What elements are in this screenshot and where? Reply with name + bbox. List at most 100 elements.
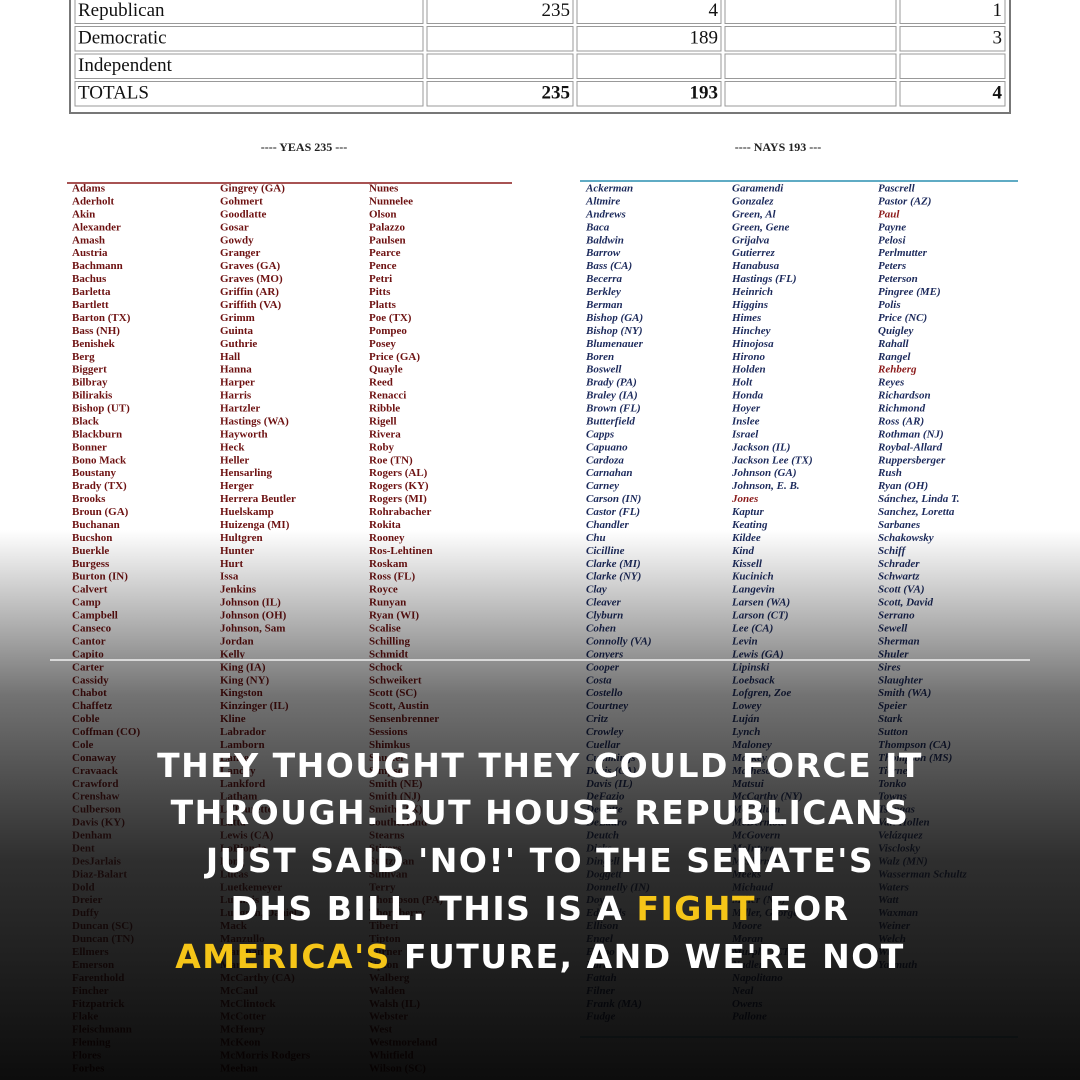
- member-name: Nunes: [369, 183, 399, 195]
- member-name: Bartlett: [72, 299, 109, 311]
- table-cell: [576, 0, 722, 24]
- member-name: Herrera Beutler: [220, 493, 296, 505]
- member-name: Bass (NH): [72, 325, 120, 337]
- member-name: Hoyer: [731, 403, 761, 415]
- member-name: Pelosi: [878, 234, 906, 246]
- caption-segment: THROUGH. BUT HOUSE REPUBLICANS: [171, 793, 910, 832]
- member-name: Reed: [369, 377, 393, 389]
- member-name: Bishop (NY): [585, 325, 643, 337]
- member-name: Butterfield: [585, 415, 635, 427]
- member-name: Jackson Lee (TX): [731, 454, 813, 466]
- table-cell: [724, 53, 897, 79]
- member-name: Harris: [220, 390, 252, 402]
- member-name: Olson: [369, 208, 397, 220]
- member-name: Nunnelee: [369, 195, 413, 207]
- member-name: Bonner: [72, 441, 107, 453]
- member-name: Poe (TX): [369, 312, 412, 324]
- member-name: Bishop (UT): [72, 403, 130, 415]
- member-name: Rogers (AL): [369, 467, 428, 479]
- member-name: Rohrabacher: [369, 506, 431, 518]
- member-name: Brady (TX): [72, 480, 127, 492]
- caption-segment: FUTURE, AND WE'RE NOT: [391, 937, 905, 976]
- caption-line: DHS BILL. THIS IS A FIGHT FOR: [230, 889, 849, 928]
- table-cell: [74, 53, 424, 79]
- member-name: Pompeo: [369, 325, 407, 337]
- member-name: Paul: [878, 208, 900, 220]
- member-name: Altmire: [585, 195, 620, 207]
- party-label: Independent: [78, 55, 173, 76]
- member-name: Hayworth: [220, 428, 268, 440]
- caption-segment: AMERICA'S: [175, 937, 391, 976]
- member-name: Capuano: [586, 441, 628, 453]
- table-cell: [74, 81, 424, 107]
- member-name: Pence: [369, 260, 397, 272]
- member-name: Rangel: [877, 351, 911, 363]
- member-name: Rothman (NJ): [877, 428, 944, 440]
- member-name: Higgins: [731, 299, 768, 311]
- member-name: Price (NC): [878, 312, 927, 324]
- caption-line: THEY THOUGHT THEY COULD FORCE IT: [157, 746, 923, 785]
- member-name: Cardoza: [586, 454, 624, 466]
- member-name: Rigell: [369, 415, 397, 427]
- member-name: Black: [72, 415, 100, 427]
- party-label: Republican: [78, 0, 165, 21]
- member-name: Broun (GA): [72, 506, 129, 518]
- member-name: Rokita: [369, 519, 401, 531]
- party-label: Democratic: [78, 28, 167, 49]
- member-name: Bono Mack: [72, 454, 127, 466]
- table-cell: [899, 26, 1006, 52]
- member-name: Ross (AR): [877, 415, 924, 427]
- member-name: Peterson: [878, 273, 918, 285]
- member-name: Ackerman: [585, 183, 633, 195]
- member-name: Benishek: [72, 338, 116, 350]
- member-name: Ribble: [369, 403, 400, 415]
- caption-segment: JUST SAID 'NO!' TO THE SENATE'S: [204, 841, 874, 880]
- member-name: Inslee: [731, 415, 760, 427]
- member-name: Payne: [878, 221, 906, 233]
- member-name: Boswell: [585, 364, 622, 376]
- member-name: Rogers (MI): [369, 493, 427, 505]
- member-name: Hastings (WA): [220, 415, 289, 427]
- member-name: Bachus: [72, 273, 107, 285]
- table-cell: [74, 0, 424, 24]
- list-heading: ---- YEAS 235 ---: [261, 140, 348, 154]
- member-name: Buchanan: [72, 519, 120, 531]
- member-name: Platts: [369, 299, 397, 311]
- member-name: Johnson, E. B.: [731, 480, 800, 492]
- member-name: Goodlatte: [220, 208, 267, 220]
- member-name: Jones: [731, 493, 758, 505]
- member-name: Hinchey: [731, 325, 771, 337]
- caption-line: THROUGH. BUT HOUSE REPUBLICANS: [171, 793, 910, 832]
- member-name: Barton (TX): [72, 312, 131, 324]
- member-name: Pingree (ME): [878, 286, 941, 298]
- table-cell: [576, 26, 722, 52]
- member-name: Biggert: [72, 364, 107, 376]
- vote-table: Republican 235 4 1 Democratic 189 3 Independent…: [69, 0, 1011, 114]
- member-name: Blumenauer: [585, 338, 644, 350]
- vote-count: 1: [993, 0, 1003, 21]
- member-name: Brooks: [72, 493, 106, 505]
- member-name: Polis: [878, 299, 901, 311]
- party-label: TOTALS: [78, 83, 149, 104]
- vote-count: 3: [993, 28, 1003, 49]
- member-name: Pastor (AZ): [878, 195, 931, 207]
- member-name: Rush: [877, 467, 902, 479]
- member-name: Richardson: [877, 390, 931, 402]
- member-name: Bass (CA): [585, 260, 632, 272]
- member-name: Rivera: [369, 428, 401, 440]
- member-name: Chandler: [586, 519, 630, 531]
- member-name: Akin: [72, 208, 95, 220]
- member-name: Braley (IA): [585, 390, 638, 402]
- table-frame: [69, 0, 1011, 114]
- member-name: Barletta: [72, 286, 111, 298]
- member-name: Barrow: [585, 247, 621, 259]
- vote-count: 4: [993, 83, 1003, 104]
- member-name: Herger: [220, 480, 254, 492]
- member-name: Honda: [731, 390, 764, 402]
- caption: THEY THOUGHT THEY COULD FORCE IT THROUGH.…: [157, 746, 923, 976]
- member-name: Carnahan: [586, 467, 632, 479]
- member-name: Austria: [72, 247, 108, 259]
- table-cell: [724, 81, 897, 107]
- member-name: Sanchez, Loretta: [878, 506, 955, 518]
